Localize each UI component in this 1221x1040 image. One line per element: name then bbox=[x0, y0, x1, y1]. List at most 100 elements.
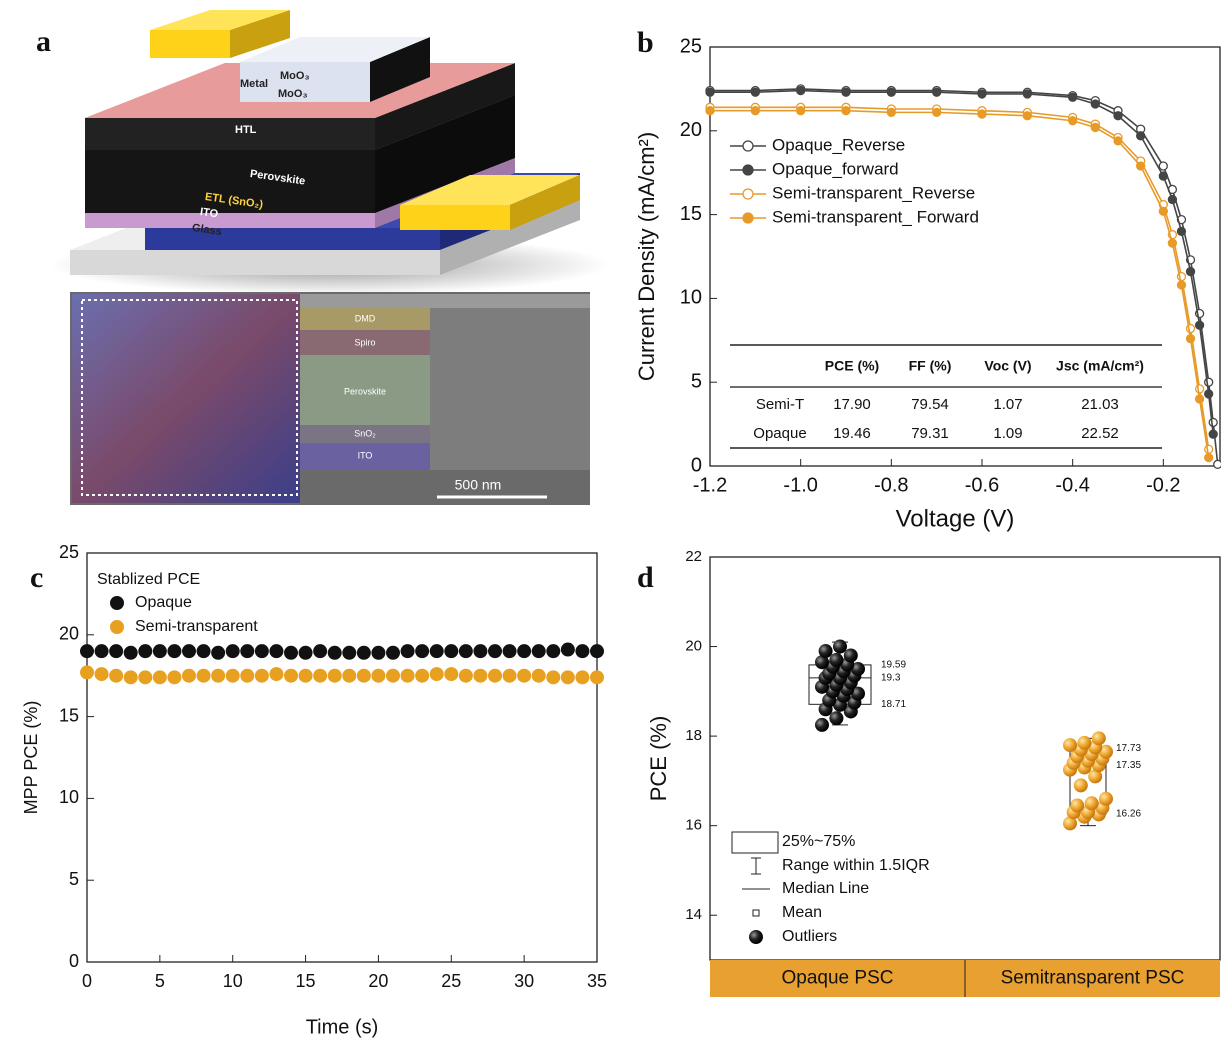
point bbox=[1209, 430, 1217, 438]
point bbox=[197, 644, 211, 658]
box-value-label: 17.73 bbox=[1116, 743, 1141, 754]
box-value-label: 19.3 bbox=[881, 673, 901, 684]
point bbox=[933, 88, 941, 96]
point bbox=[978, 90, 986, 98]
category-label: Semitransparent PSC bbox=[1001, 968, 1185, 989]
layer-label: HTL bbox=[235, 124, 257, 136]
y-tick-label: 5 bbox=[69, 869, 79, 889]
device-photo bbox=[72, 294, 300, 503]
sem-layer bbox=[430, 308, 590, 470]
point bbox=[532, 644, 546, 658]
y-tick-label: 0 bbox=[69, 951, 79, 971]
table-cell: 79.31 bbox=[911, 425, 949, 442]
legend-outlier-icon bbox=[749, 930, 763, 944]
layer-front bbox=[150, 30, 230, 58]
point bbox=[546, 670, 560, 684]
legend-label: Semi-transparent_ Forward bbox=[772, 207, 979, 226]
legend-marker bbox=[743, 189, 753, 199]
legend-label: 25%~75% bbox=[782, 833, 855, 850]
x-tick-label: 0 bbox=[82, 971, 92, 991]
point bbox=[444, 667, 458, 681]
point bbox=[211, 669, 225, 683]
point bbox=[575, 644, 589, 658]
point bbox=[819, 644, 833, 658]
point bbox=[842, 88, 850, 96]
point bbox=[109, 644, 123, 658]
point bbox=[109, 669, 123, 683]
box-value-label: 19.59 bbox=[881, 660, 906, 671]
x-tick-label: 20 bbox=[368, 971, 388, 991]
point bbox=[1091, 123, 1099, 131]
point bbox=[401, 644, 415, 658]
point bbox=[80, 665, 94, 679]
point bbox=[1137, 162, 1145, 170]
x-tick-label: -0.8 bbox=[874, 474, 908, 496]
x-tick-label: 35 bbox=[587, 971, 607, 991]
point bbox=[488, 644, 502, 658]
legend-title: Stablized PCE bbox=[97, 571, 200, 588]
point bbox=[1168, 196, 1176, 204]
point bbox=[1209, 418, 1217, 426]
table-cell: 1.09 bbox=[993, 425, 1022, 442]
point bbox=[797, 107, 805, 115]
point bbox=[328, 669, 342, 683]
point bbox=[1099, 792, 1113, 806]
point bbox=[401, 669, 415, 683]
legend-marker bbox=[110, 596, 124, 610]
point bbox=[415, 644, 429, 658]
point bbox=[1077, 736, 1091, 750]
point bbox=[933, 108, 941, 116]
point bbox=[182, 669, 196, 683]
point bbox=[269, 644, 283, 658]
table-cell: 21.03 bbox=[1081, 396, 1119, 413]
box-value-label: 16.26 bbox=[1116, 809, 1141, 820]
panel-label: b bbox=[637, 26, 654, 59]
box-value-label: 18.71 bbox=[881, 699, 906, 710]
sem-label: Perovskite bbox=[344, 386, 386, 396]
point bbox=[444, 644, 458, 658]
point bbox=[517, 669, 531, 683]
point bbox=[240, 644, 254, 658]
legend-label: Median Line bbox=[782, 880, 869, 897]
point bbox=[386, 646, 400, 660]
point bbox=[532, 669, 546, 683]
point bbox=[751, 88, 759, 96]
point bbox=[95, 644, 109, 658]
y-axis-label: MPP PCE (%) bbox=[21, 701, 41, 815]
point bbox=[1159, 172, 1167, 180]
point bbox=[1187, 335, 1195, 343]
point bbox=[1214, 460, 1221, 468]
point bbox=[829, 711, 843, 725]
point bbox=[124, 646, 138, 660]
layer-label: MoO₃ bbox=[278, 88, 308, 100]
y-tick-label: 15 bbox=[59, 705, 79, 725]
y-tick-label: 25 bbox=[59, 542, 79, 562]
point bbox=[386, 669, 400, 683]
legend-whisker-icon bbox=[751, 858, 761, 874]
point bbox=[1114, 137, 1122, 145]
point bbox=[751, 107, 759, 115]
legend-marker bbox=[743, 213, 753, 223]
point bbox=[197, 669, 211, 683]
point bbox=[211, 646, 225, 660]
point bbox=[1177, 281, 1185, 289]
layer-front bbox=[400, 205, 510, 230]
sem-label: SnO₂ bbox=[354, 428, 376, 438]
point bbox=[978, 110, 986, 118]
point bbox=[1159, 162, 1167, 170]
point bbox=[153, 644, 167, 658]
legend-marker bbox=[110, 620, 124, 634]
y-axis-label: PCE (%) bbox=[646, 716, 671, 802]
legend-label: Outliers bbox=[782, 928, 837, 945]
table-header: PCE (%) bbox=[825, 358, 879, 374]
point bbox=[488, 669, 502, 683]
point bbox=[459, 644, 473, 658]
point bbox=[269, 667, 283, 681]
point bbox=[575, 670, 589, 684]
legend-mean-icon bbox=[753, 910, 759, 916]
point bbox=[1177, 227, 1185, 235]
y-tick-label: 25 bbox=[680, 35, 702, 57]
point bbox=[473, 644, 487, 658]
legend-marker bbox=[743, 141, 753, 151]
layer-label: Metal bbox=[240, 78, 268, 90]
